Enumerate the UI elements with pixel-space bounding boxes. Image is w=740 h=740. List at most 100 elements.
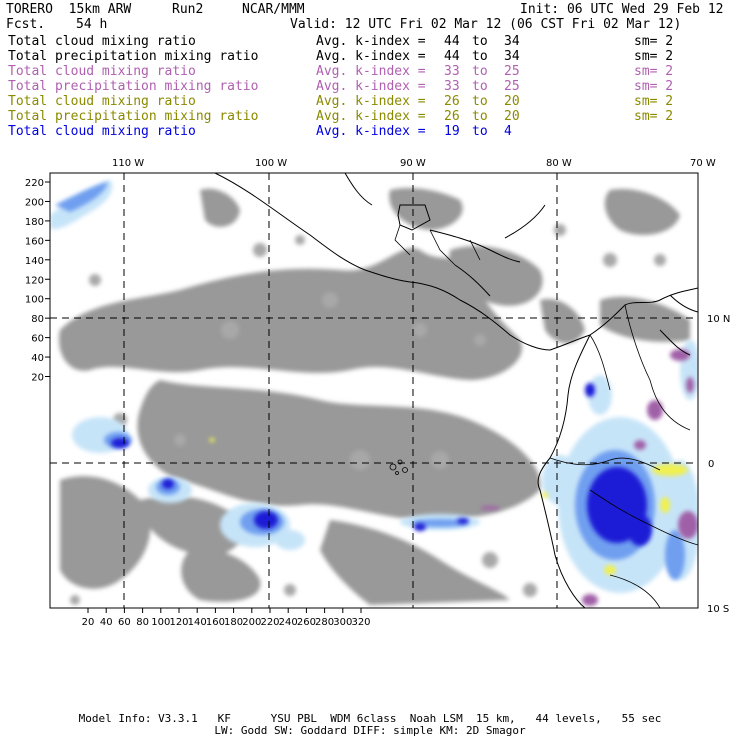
model-info-line2: LW: Godd SW: Goddard DIFF: simple KM: 2D… <box>214 724 526 737</box>
valid-time: Valid: 12 UTC Fri 02 Mar 12 (06 CST Fri … <box>290 17 682 32</box>
map-frame <box>49 172 699 609</box>
x-axis: 20 40 60 80 100 120 140 160 180 200 220 240 260 280 30… <box>82 608 371 628</box>
legend-k-to: 4 <box>504 124 512 139</box>
legend-row: Total precipitation mixing ratio Avg. k-i… <box>0 79 740 94</box>
cloud-yellow <box>209 438 688 575</box>
forecast-label: Fcst. <box>6 17 46 32</box>
legend-row: Total cloud mixing ratio Avg. k-index = 19… <box>0 124 740 139</box>
legend-row: Total cloud mixing ratio Avg. k-index = 33… <box>0 64 740 79</box>
lon-label-70w: 70 W <box>690 158 716 169</box>
legend-to: to <box>472 109 488 124</box>
legend-kindex: Avg. k-index = <box>316 94 426 109</box>
legend-to: to <box>472 34 488 49</box>
legend-to: to <box>472 49 488 64</box>
legend-to: to <box>472 124 488 139</box>
legend-k-from: 26 <box>444 94 460 109</box>
legend-k-to: 20 <box>504 94 520 109</box>
legend-kindex: Avg. k-index = <box>316 34 426 49</box>
y-tick-label: 180 <box>25 217 44 228</box>
legend-k-from: 33 <box>444 64 460 79</box>
galapagos-islands <box>389 459 408 475</box>
lat-label-0: 0 <box>708 459 714 470</box>
x-tick-label: 260 <box>297 617 316 628</box>
legend-k-from: 44 <box>444 49 460 64</box>
legend-sm: sm= 2 <box>634 34 674 49</box>
x-tick-label: 320 <box>351 617 370 628</box>
x-tick-label: 240 <box>279 617 298 628</box>
center-label: NCAR/MMM <box>242 2 305 17</box>
legend-kindex: Avg. k-index = <box>316 64 426 79</box>
y-tick-label: 40 <box>31 353 44 364</box>
legend-kindex: Avg. k-index = <box>316 49 426 64</box>
x-tick-label: 80 <box>136 617 149 628</box>
lat-label-10n: 10 N <box>707 314 730 325</box>
x-tick-label: 160 <box>206 617 225 628</box>
legend-field: Total precipitation mixing ratio <box>8 109 259 124</box>
coastlines <box>214 173 698 608</box>
model-title: TORERO 15km ARW <box>6 2 132 17</box>
x-tick-label: 300 <box>333 617 352 628</box>
legend-to: to <box>472 64 488 79</box>
legend-k-to: 20 <box>504 109 520 124</box>
legend-k-from: 44 <box>444 34 460 49</box>
legend-k-to: 34 <box>504 49 520 64</box>
legend-field: Total cloud mixing ratio <box>8 94 196 109</box>
legend-k-to: 25 <box>504 64 520 79</box>
y-tick-label: 200 <box>25 197 44 208</box>
legend-k-to: 25 <box>504 79 520 94</box>
x-tick-label: 20 <box>82 617 95 628</box>
legend-sm: sm= 2 <box>634 94 674 109</box>
legend-k-to: 34 <box>504 34 520 49</box>
legend-sm: sm= 2 <box>634 79 674 94</box>
cloud-magenta <box>480 349 698 606</box>
y-tick-label: 100 <box>25 295 44 306</box>
legend-kindex: Avg. k-index = <box>316 124 426 139</box>
legend-row: Total cloud mixing ratio Avg. k-index = 26… <box>0 94 740 109</box>
legend-k-from: 33 <box>444 79 460 94</box>
legend-field: Total cloud mixing ratio <box>8 64 196 79</box>
legend-k-from: 19 <box>444 124 460 139</box>
legend-sm: sm= 2 <box>634 64 674 79</box>
legend-sm: sm= 2 <box>634 49 674 64</box>
legend-to: to <box>472 94 488 109</box>
legend-sm: sm= 2 <box>634 109 674 124</box>
lon-label-80w: 80 W <box>546 158 572 169</box>
init-time: Init: 06 UTC Wed 29 Feb 12 <box>520 2 724 17</box>
y-tick-label: 140 <box>25 256 44 267</box>
legend-row: Total cloud mixing ratio Avg. k-index = 44… <box>0 34 740 49</box>
x-tick-label: 100 <box>151 617 170 628</box>
lon-label-100w: 100 W <box>255 158 287 169</box>
lat-label-10s: 10 S <box>707 604 729 615</box>
legend-field: Total precipitation mixing ratio <box>8 79 259 94</box>
cloud-deep-blue <box>111 383 652 546</box>
y-tick-label: 80 <box>31 314 44 325</box>
y-tick-label: 160 <box>25 236 44 247</box>
model-info-line1: Model Info: V3.3.1 KF YSU PBL WDM 6class… <box>78 712 662 725</box>
legend-k-from: 26 <box>444 109 460 124</box>
y-tick-label: 120 <box>25 275 44 286</box>
legend-field: Total cloud mixing ratio <box>8 34 196 49</box>
x-tick-label: 220 <box>260 617 279 628</box>
legend-field: Total precipitation mixing ratio <box>8 49 259 64</box>
lon-label-90w: 90 W <box>400 158 426 169</box>
x-tick-label: 180 <box>224 617 243 628</box>
lon-label-110w: 110 W <box>112 158 144 169</box>
x-tick-label: 280 <box>315 617 334 628</box>
y-tick-label: 220 <box>25 178 44 189</box>
x-tick-label: 40 <box>100 617 113 628</box>
x-tick-label: 120 <box>169 617 188 628</box>
y-tick-label: 20 <box>31 373 44 384</box>
forecast-hours: 54 h <box>76 17 108 32</box>
legend-row: Total precipitation mixing ratio Avg. k-i… <box>0 49 740 64</box>
run-label: Run2 <box>172 2 204 17</box>
x-tick-label: 200 <box>242 617 261 628</box>
legend-kindex: Avg. k-index = <box>316 109 426 124</box>
legend-row: Total precipitation mixing ratio Avg. k-i… <box>0 109 740 124</box>
x-tick-label: 60 <box>118 617 131 628</box>
legend-to: to <box>472 79 488 94</box>
graticule <box>50 173 698 608</box>
y-axis: 220 200 180 160 140 120 100 80 60 40 20 <box>25 178 50 384</box>
legend-field: Total cloud mixing ratio <box>8 124 196 139</box>
x-tick-label: 140 <box>188 617 207 628</box>
